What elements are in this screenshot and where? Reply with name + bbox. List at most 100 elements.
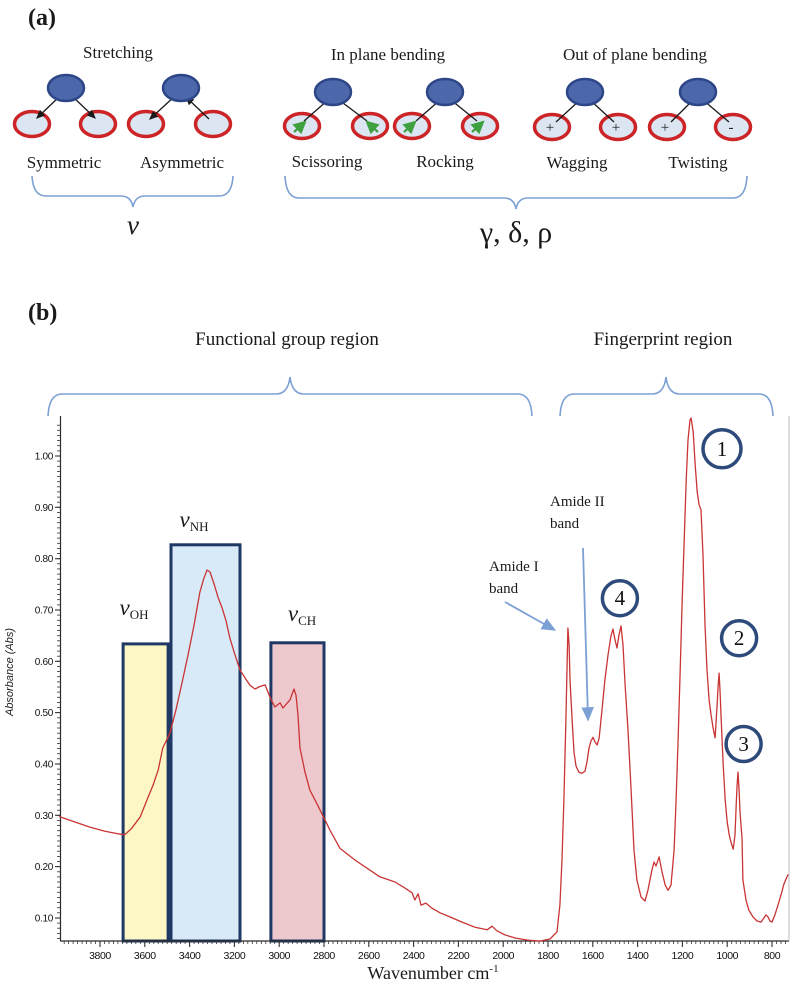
- label-asymmetric: Asymmetric: [139, 153, 225, 172]
- central-atom-ellipse: [313, 77, 353, 107]
- y-tick-labels: 1.00 0.90 0.80 0.70 0.60 0.50 0.40 0.30 0.20 0.10: [35, 452, 54, 925]
- panel-a-letter: (a): [28, 5, 56, 31]
- y-tick-label: 0.90: [35, 503, 54, 514]
- nu-subscript: CH: [298, 613, 317, 628]
- amide2-line1: Amide II: [550, 494, 605, 510]
- nu-glyph: ν: [179, 507, 190, 532]
- atom-ellipse: [532, 112, 572, 142]
- central-atom-ellipse: [46, 73, 86, 103]
- peak-marker-number: 2: [734, 626, 745, 650]
- group-title-stretching: Stretching: [83, 43, 153, 62]
- x-axis-title-text: Wavenumber cm: [367, 963, 490, 983]
- x-tick-labels: 3800 3600 3400 3200 3000 2800 2600 2400 2200 2000…: [89, 950, 781, 962]
- label-rocking: Rocking: [416, 152, 474, 171]
- nu-symbol: ν: [127, 210, 139, 240]
- phase-sign: +: [546, 120, 554, 136]
- y-axis-ticks: [55, 424, 60, 939]
- amide1-arrow: [504, 601, 557, 631]
- amide1-line2: band: [489, 581, 519, 597]
- amide2-line2: band: [550, 516, 580, 532]
- x-tick-label: 1400: [627, 950, 649, 962]
- x-tick-label: 3000: [268, 950, 290, 962]
- y-tick-label: 0.60: [35, 657, 54, 668]
- label-scissoring: Scissoring: [291, 152, 363, 171]
- y-tick-label: 0.40: [35, 760, 54, 771]
- highlight-band: [169, 543, 242, 943]
- y-tick-label: 0.80: [35, 554, 54, 565]
- highlight-bands: [121, 543, 326, 943]
- y-tick-label: 0.20: [35, 862, 54, 873]
- nu-oh-label: νOH: [120, 595, 149, 623]
- fingerprint-region-brace: [559, 376, 774, 417]
- y-tick-label: 0.10: [35, 914, 54, 925]
- nu-glyph: ν: [287, 601, 299, 626]
- atom-ellipse: [713, 112, 753, 142]
- central-atom-ellipse: [425, 77, 465, 107]
- amide2-arrow: [581, 547, 594, 722]
- x-tick-label: 1800: [537, 950, 559, 962]
- molecule-twisting: + -: [647, 77, 753, 142]
- peak-marker-number: 1: [717, 437, 728, 461]
- molecule-symmetric-stretch: [12, 73, 118, 139]
- motion-arrow-green: [470, 120, 485, 135]
- peak-marker-circle: [719, 618, 759, 658]
- x-tick-label: 2400: [403, 950, 425, 962]
- stretch-brace: [31, 175, 234, 208]
- phase-sign: +: [612, 120, 620, 136]
- peak-marker-number: 4: [615, 586, 626, 610]
- functional-region-brace: [47, 376, 533, 417]
- molecule-asymmetric-stretch: [126, 73, 233, 139]
- amide1-label: Amide I band: [489, 556, 539, 600]
- highlight-band: [121, 642, 170, 943]
- fingerprint-region-label: Fingerprint region: [593, 329, 733, 350]
- highlight-band: [269, 641, 326, 943]
- x-tick-label: 2200: [448, 950, 470, 962]
- x-tick-label: 3400: [179, 950, 201, 962]
- nu-subscript: OH: [129, 607, 149, 622]
- bending-brace: [284, 175, 748, 210]
- label-symmetric: Symmetric: [26, 153, 102, 172]
- x-tick-label: 3200: [224, 950, 246, 962]
- amide2-label: Amide II band: [550, 491, 605, 535]
- atom-ellipse: [598, 112, 638, 142]
- atom-ellipse: [647, 112, 687, 142]
- nu-ch-label: νCH: [288, 601, 316, 629]
- motion-arrow-green: [402, 120, 417, 135]
- x-tick-label: 2600: [358, 950, 380, 962]
- nu-glyph: ν: [119, 595, 130, 620]
- phase-sign: +: [661, 120, 669, 136]
- peak-number-markers: 1 2 3 4: [600, 428, 763, 764]
- x-tick-label: 800: [764, 950, 781, 962]
- atom-ellipse: [193, 109, 233, 139]
- axes: [59, 416, 790, 942]
- x-tick-label: 3800: [89, 950, 111, 962]
- molecule-wagging: + +: [532, 77, 638, 142]
- x-tick-label: 2800: [313, 950, 335, 962]
- x-axis-title-sup: -1: [489, 963, 499, 975]
- x-tick-label: 3600: [134, 950, 156, 962]
- y-axis-title: Absorbance (Abs): [4, 627, 16, 717]
- molecule-rocking: [392, 77, 500, 141]
- central-atom-ellipse: [161, 73, 201, 103]
- x-tick-label: 2000: [492, 950, 514, 962]
- motion-arrow-green: [365, 120, 380, 135]
- peak-marker-circle: [701, 428, 743, 470]
- peak-marker-circle: [600, 578, 640, 618]
- x-tick-label: 1000: [716, 950, 738, 962]
- x-tick-label: 1600: [582, 950, 604, 962]
- y-tick-label: 0.50: [35, 708, 54, 719]
- functional-group-region-label: Functional group region: [195, 329, 379, 350]
- nu-nh-label: νNH: [180, 507, 209, 535]
- y-tick-label: 0.30: [35, 811, 54, 822]
- nu-subscript: NH: [189, 519, 209, 534]
- amide1-line1: Amide I: [489, 559, 539, 575]
- spectrum-curve: [59, 417, 789, 942]
- label-twisting: Twisting: [668, 153, 728, 172]
- x-tick-label: 1200: [672, 950, 694, 962]
- peak-marker-circle: [724, 724, 763, 764]
- label-wagging: Wagging: [546, 153, 608, 172]
- peak-marker-number: 3: [738, 732, 749, 756]
